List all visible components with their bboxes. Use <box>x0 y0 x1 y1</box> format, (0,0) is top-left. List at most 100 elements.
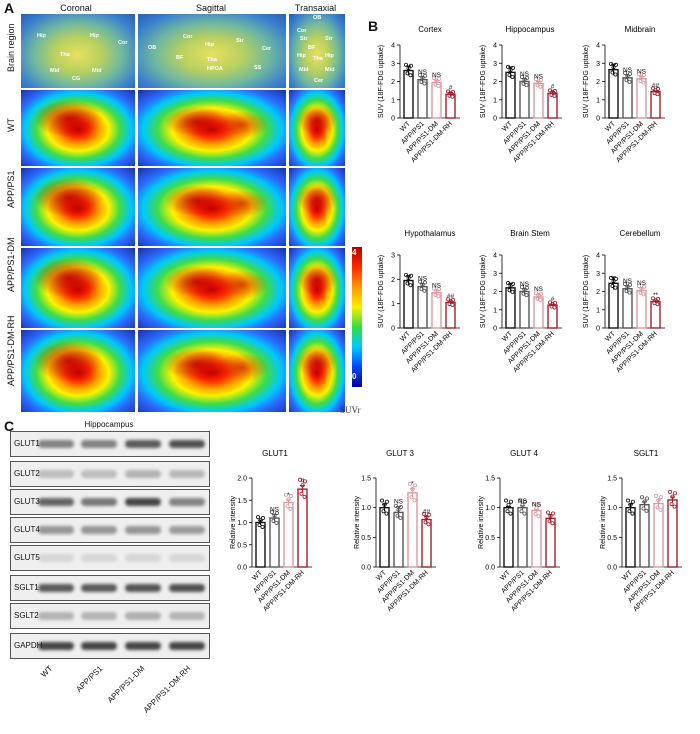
significance-label: ** <box>653 292 659 299</box>
y-tick-label: 1.0 <box>361 505 371 512</box>
y-tick-label: 1.0 <box>237 520 247 527</box>
bar <box>636 289 647 329</box>
y-tick-label: 3 <box>596 271 600 278</box>
data-point <box>269 510 274 515</box>
data-point <box>611 279 616 284</box>
data-point <box>409 495 414 500</box>
data-point <box>525 285 530 290</box>
bar <box>431 292 442 329</box>
blot-band <box>125 584 161 592</box>
region-label: Mid <box>299 67 309 73</box>
data-point <box>628 282 633 287</box>
data-point <box>623 71 628 76</box>
bar <box>269 517 280 568</box>
y-tick-label: 1.0 <box>485 505 495 512</box>
blot-band <box>81 526 117 534</box>
bar <box>431 81 442 119</box>
significance-label: NS <box>418 276 428 283</box>
blot-row-sglt1: SGLT1 <box>10 575 210 601</box>
data-point <box>637 284 642 289</box>
region-label: Hip <box>297 53 306 59</box>
data-point <box>609 275 614 280</box>
data-point <box>549 92 554 97</box>
significance-label: # <box>449 84 453 91</box>
plane-title-transaxial: Transaxial <box>294 3 337 13</box>
panel-letter-a: A <box>4 0 15 16</box>
data-point <box>656 498 661 503</box>
blot-band-label: GAPDH <box>14 641 43 650</box>
data-point <box>419 287 424 292</box>
data-point <box>539 291 544 296</box>
region-label: Tha <box>60 52 70 58</box>
data-point <box>610 283 615 288</box>
data-point <box>422 280 427 285</box>
blot-band <box>81 612 117 620</box>
data-point <box>405 71 410 76</box>
blot-row-gapdh: GAPDH <box>10 633 210 659</box>
significance-label: NS <box>623 67 633 74</box>
region-label: Cer <box>262 46 272 52</box>
y-tick-label: 0 <box>493 326 497 333</box>
data-point <box>668 489 673 494</box>
data-point <box>396 507 401 512</box>
data-point <box>450 297 455 302</box>
data-point <box>628 502 633 507</box>
data-point <box>505 64 510 69</box>
region-label: Cor <box>297 28 307 34</box>
blot-band <box>38 440 74 448</box>
data-point <box>403 272 408 277</box>
y-tick-label: 3 <box>493 61 497 68</box>
y-tick-label: 0.0 <box>361 565 371 572</box>
y-tick-label: 1.5 <box>607 476 617 483</box>
y-tick-label: 4 <box>596 43 600 50</box>
significance-label: NS <box>637 69 647 76</box>
data-point <box>508 511 513 516</box>
region-label: Hip <box>90 33 99 39</box>
y-tick-label: 0.0 <box>607 565 617 572</box>
chart-title: GLUT 4 <box>510 449 538 458</box>
region-label: BF <box>308 45 316 51</box>
data-point <box>522 287 527 292</box>
y-tick-label: 0.5 <box>607 535 617 542</box>
data-point <box>255 515 260 520</box>
data-point <box>271 518 276 523</box>
significance-label: NS <box>432 72 442 79</box>
y-tick-label: 1.5 <box>237 498 247 505</box>
data-point <box>412 498 417 503</box>
data-point <box>272 513 277 518</box>
data-point <box>534 505 539 510</box>
bar <box>622 77 633 119</box>
data-point <box>260 524 265 529</box>
data-point <box>659 495 664 500</box>
data-point <box>510 289 515 294</box>
data-point <box>393 503 398 508</box>
data-point <box>534 77 539 82</box>
data-point <box>408 63 413 68</box>
bar <box>622 288 633 329</box>
blot-band-label: GLUT4 <box>14 525 40 534</box>
blot-band-label: GLUT2 <box>14 469 40 478</box>
blot-band <box>38 584 74 592</box>
data-point <box>407 481 412 486</box>
y-tick-label: 3 <box>391 61 395 68</box>
data-point <box>274 511 279 516</box>
y-tick-label: 2 <box>391 79 395 86</box>
data-point <box>288 506 293 511</box>
bar <box>608 68 619 119</box>
data-point <box>506 502 511 507</box>
data-point <box>384 511 389 516</box>
data-point <box>505 509 510 514</box>
blot-band <box>169 642 205 650</box>
data-point <box>505 281 510 286</box>
data-point <box>285 504 290 509</box>
data-point <box>672 504 677 509</box>
data-point <box>521 81 526 86</box>
data-point <box>510 281 515 286</box>
data-point <box>524 293 529 298</box>
bar <box>608 282 619 329</box>
data-point <box>436 287 441 292</box>
data-point <box>518 498 523 503</box>
bar <box>403 69 414 119</box>
significance-label: ## <box>423 509 431 516</box>
significance-label: NS <box>520 281 530 288</box>
